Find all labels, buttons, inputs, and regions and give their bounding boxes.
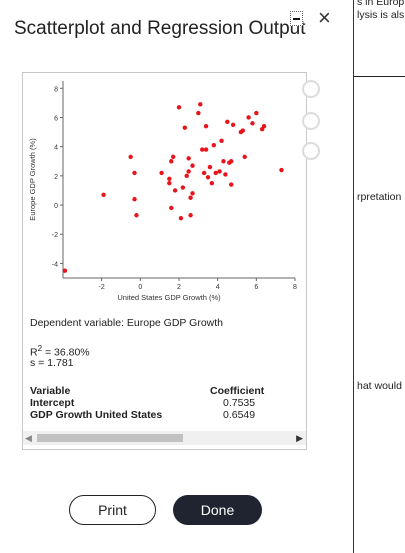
data-point bbox=[246, 115, 251, 120]
background-page: s in Europ lysis is als rpretation hat w… bbox=[353, 0, 405, 553]
r2-superscript: 2 bbox=[37, 344, 43, 353]
background-text: lysis is als bbox=[357, 9, 405, 21]
r2-value: = 36.80% bbox=[42, 346, 90, 359]
data-point bbox=[198, 102, 203, 107]
x-tick-label: 0 bbox=[138, 284, 142, 291]
y-tick-label: -4 bbox=[52, 261, 58, 268]
close-icon[interactable]: × bbox=[318, 5, 331, 30]
data-point bbox=[196, 110, 201, 116]
data-point bbox=[225, 119, 230, 125]
data-point bbox=[167, 176, 172, 181]
side-circle-icon[interactable] bbox=[302, 142, 320, 160]
data-point bbox=[169, 205, 174, 211]
dialog: Scatterplot and Regression Output × -4 -2… bbox=[14, 5, 331, 525]
data-point bbox=[180, 185, 186, 190]
y-tick-label: 0 bbox=[54, 203, 58, 210]
r-squared: R2 = 36.80% bbox=[30, 344, 90, 359]
data-point bbox=[134, 213, 139, 218]
scroll-left-icon[interactable]: ◀ bbox=[25, 433, 32, 443]
data-point bbox=[186, 169, 191, 174]
divider bbox=[354, 76, 405, 77]
data-point bbox=[223, 172, 228, 177]
scroll-right-icon[interactable]: ▶ bbox=[296, 433, 303, 443]
data-point bbox=[159, 170, 164, 176]
data-point bbox=[261, 124, 267, 129]
data-point bbox=[128, 154, 133, 160]
data-point bbox=[203, 147, 209, 152]
scrollbar-thumb[interactable] bbox=[37, 434, 183, 442]
data-point bbox=[182, 125, 187, 130]
side-circle-icon[interactable] bbox=[302, 112, 320, 130]
print-button[interactable]: Print bbox=[69, 495, 156, 525]
data-point bbox=[242, 154, 247, 160]
y-tick-label: 4 bbox=[54, 145, 58, 152]
background-text: s in Europ bbox=[357, 0, 405, 8]
y-tick-label: 6 bbox=[54, 115, 58, 122]
x-axis-label: United States GDP Growth (%) bbox=[117, 293, 221, 302]
data-point bbox=[230, 122, 236, 127]
data-point bbox=[229, 182, 234, 187]
done-button[interactable]: Done bbox=[173, 495, 262, 525]
data-point bbox=[209, 180, 215, 186]
y-tick-label: 8 bbox=[54, 86, 58, 93]
r2-prefix: R bbox=[30, 346, 38, 359]
table-row-slope-value: 0.6549 bbox=[223, 409, 256, 421]
data-point bbox=[171, 154, 176, 160]
data-point bbox=[178, 215, 184, 221]
table-header-variable: Variable bbox=[30, 385, 71, 397]
data-point bbox=[101, 192, 106, 198]
standard-error: s = 1.781 bbox=[30, 357, 74, 369]
data-point bbox=[184, 173, 189, 179]
data-point bbox=[186, 156, 191, 161]
data-point bbox=[279, 167, 284, 173]
table-row-intercept-label: Intercept bbox=[30, 397, 75, 409]
y-axis-label: Europe GDP Growth (%) bbox=[28, 138, 37, 221]
data-point bbox=[188, 213, 193, 218]
background-text: hat would bbox=[357, 380, 402, 392]
data-point bbox=[211, 143, 216, 148]
data-point bbox=[172, 188, 178, 193]
data-point bbox=[190, 191, 195, 196]
x-tick-label: 4 bbox=[216, 284, 220, 291]
data-point bbox=[240, 128, 245, 133]
data-point bbox=[250, 121, 255, 126]
table-row-slope-label: GDP Growth United States bbox=[30, 409, 163, 421]
x-tick-label: 2 bbox=[177, 284, 181, 291]
horizontal-scrollbar[interactable]: ◀ ▶ bbox=[23, 431, 306, 445]
data-point bbox=[176, 105, 182, 110]
data-point bbox=[229, 159, 234, 164]
y-tick-label: -2 bbox=[52, 232, 58, 239]
side-circle-icon[interactable] bbox=[302, 80, 320, 98]
data-point bbox=[190, 163, 195, 168]
data-point bbox=[221, 159, 226, 164]
data-point bbox=[169, 159, 174, 164]
data-point bbox=[132, 170, 137, 176]
data-point bbox=[62, 268, 68, 273]
dialog-title: Scatterplot and Regression Output bbox=[14, 18, 306, 39]
data-point bbox=[167, 180, 172, 186]
data-point bbox=[132, 197, 137, 202]
data-point bbox=[217, 169, 222, 174]
data-point bbox=[200, 147, 205, 152]
dependent-variable-label: Dependent variable: Europe GDP Growth bbox=[30, 317, 223, 329]
y-tick-label: 2 bbox=[54, 174, 58, 181]
x-tick-label: 8 bbox=[293, 284, 297, 291]
data-point bbox=[188, 195, 193, 200]
table-row-intercept-value: 0.7535 bbox=[223, 397, 256, 409]
data-point bbox=[203, 124, 209, 129]
data-point bbox=[254, 110, 259, 116]
data-point bbox=[201, 170, 207, 176]
x-tick-label: -2 bbox=[99, 284, 105, 291]
output-panel: -4 -2 0 2 4 6 8 -2 0 2 4 6 8 United States GDP Growth… bbox=[22, 72, 307, 450]
data-point bbox=[205, 175, 211, 180]
x-tick-label: 6 bbox=[254, 284, 258, 291]
scatterplot: -4 -2 0 2 4 6 8 -2 0 2 4 6 8 United States GDP Growth… bbox=[28, 81, 297, 302]
data-point bbox=[213, 170, 218, 176]
data-point bbox=[207, 164, 213, 170]
table-header-coefficient: Coefficient bbox=[210, 385, 265, 397]
data-point bbox=[219, 138, 224, 144]
minimize-button[interactable] bbox=[290, 11, 303, 26]
background-text: rpretation bbox=[357, 191, 402, 203]
